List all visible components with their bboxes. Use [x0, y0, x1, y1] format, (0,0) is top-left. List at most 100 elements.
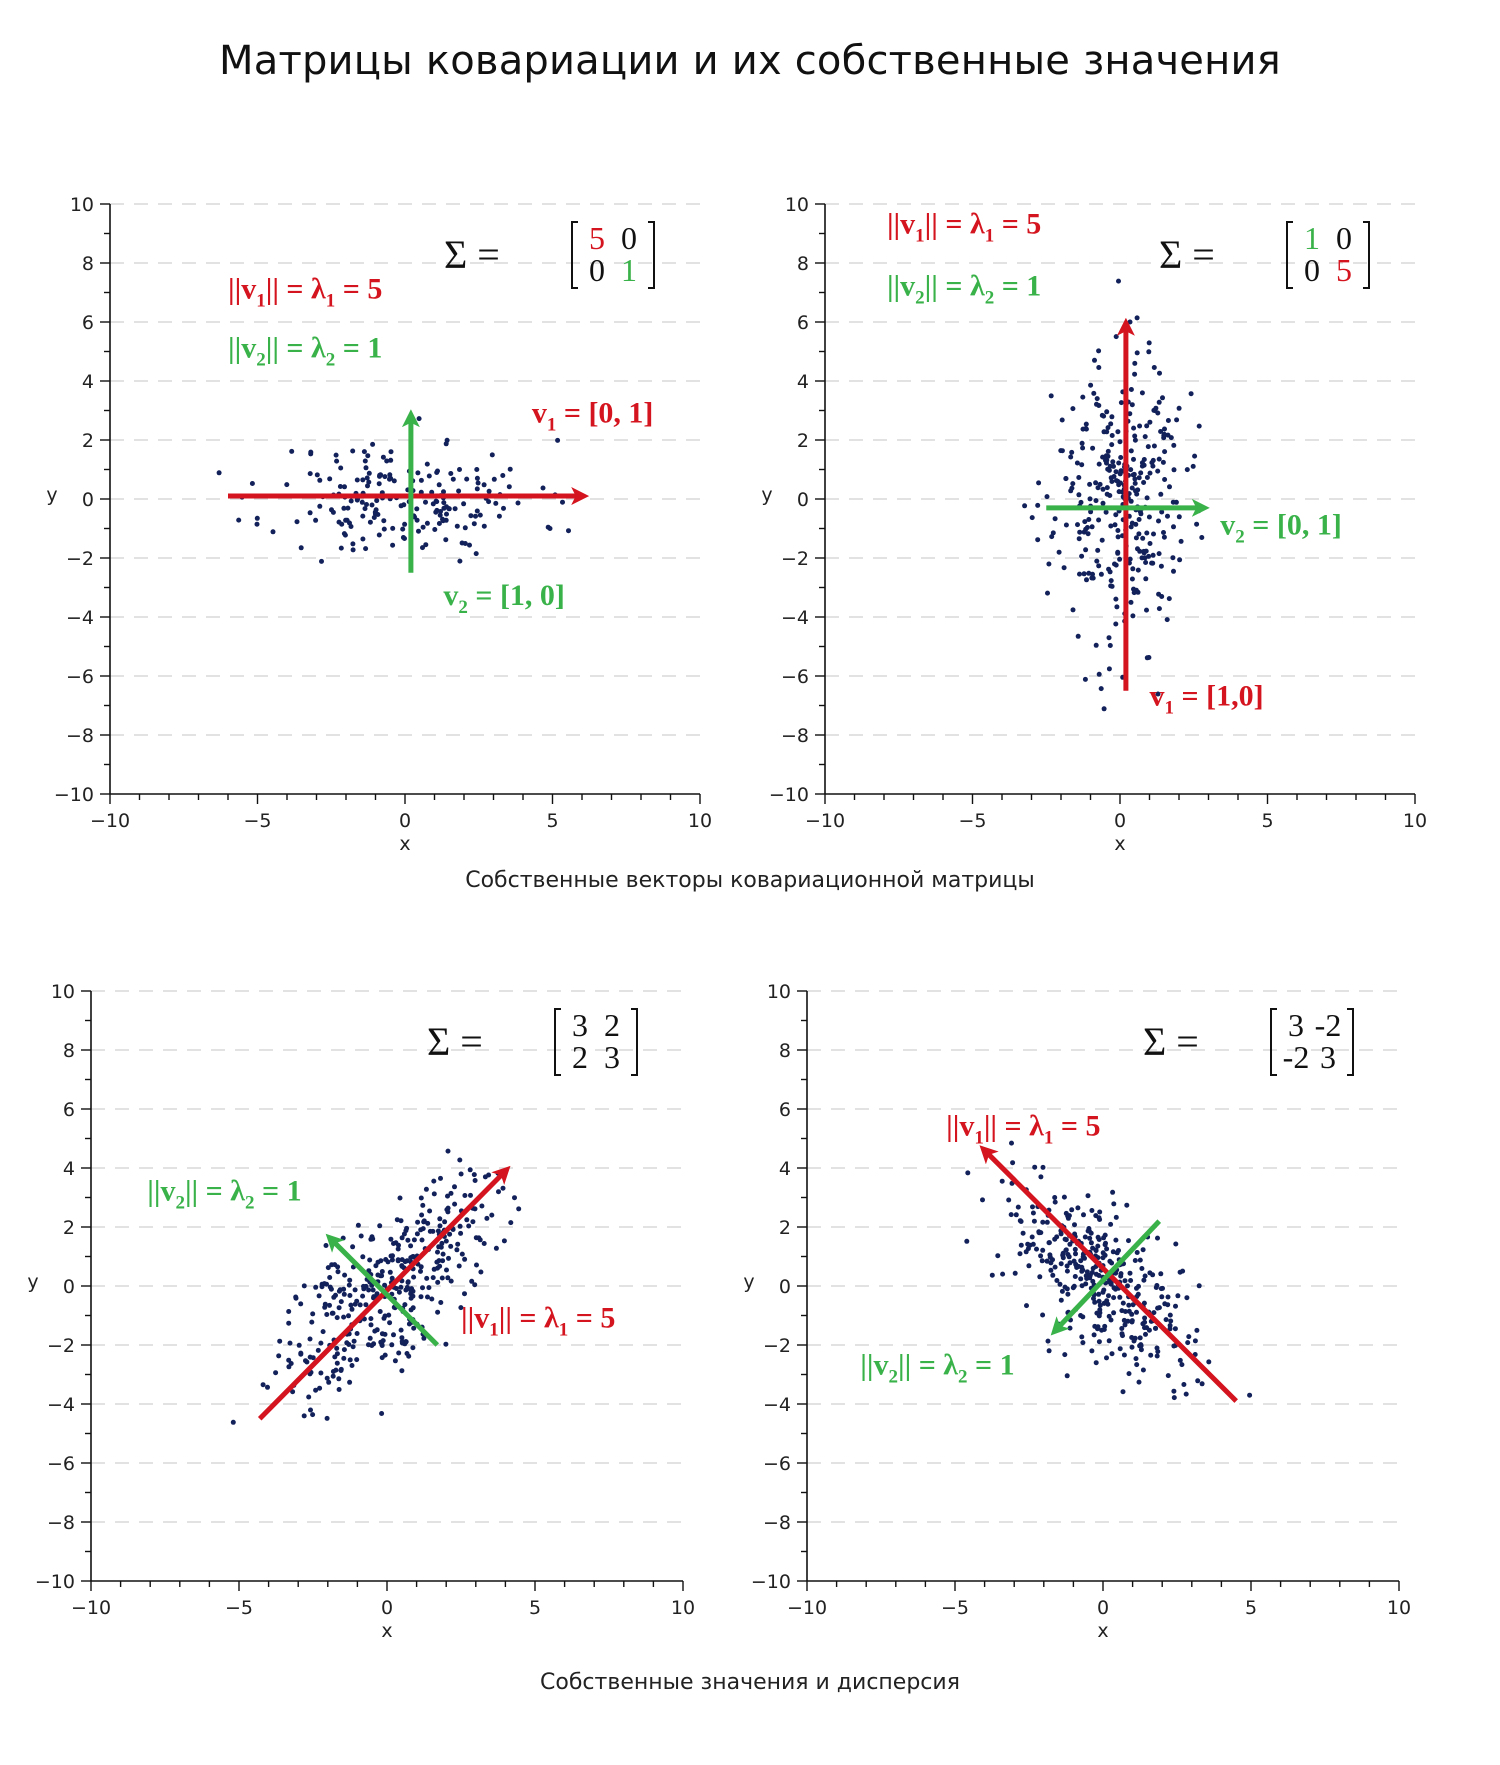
scatter-point	[415, 1219, 421, 1225]
scatter-point	[1079, 1334, 1085, 1340]
scatter-point	[1135, 546, 1140, 552]
matrix-cell: -2	[1315, 1007, 1342, 1043]
scatter-point	[277, 1338, 283, 1344]
scatter-point	[1057, 1281, 1063, 1287]
scatter-point	[1088, 1240, 1094, 1246]
scatter-point	[1162, 426, 1167, 432]
scatter-point	[348, 498, 354, 504]
scatter-point	[1115, 429, 1121, 435]
scatter-point	[1190, 463, 1196, 469]
scatter-point	[1138, 1347, 1144, 1353]
scatter-point	[436, 1258, 442, 1264]
scatter-point	[1173, 1303, 1178, 1309]
scatter-point	[286, 1357, 292, 1363]
x-axis-label: x	[1097, 1620, 1108, 1642]
scatter-point	[392, 1358, 398, 1364]
scatter-point	[1104, 1246, 1110, 1252]
scatter-point	[1088, 382, 1094, 388]
scatter-point	[336, 1305, 342, 1311]
scatter-point	[1134, 491, 1140, 497]
scatter-point	[391, 1241, 396, 1246]
y-tick-label: 2	[779, 1217, 791, 1239]
scatter-point	[1142, 1315, 1148, 1321]
scatter-point	[1161, 534, 1167, 540]
scatter-point	[418, 1227, 424, 1233]
scatter-point	[1137, 509, 1143, 515]
scatter-point	[430, 1275, 436, 1281]
scatter-point	[286, 1320, 292, 1326]
scatter-point	[1128, 467, 1134, 473]
scatter-point	[1094, 558, 1100, 564]
scatter-point	[1091, 390, 1097, 396]
scatter-point	[338, 1368, 344, 1373]
scatter-point	[1110, 1189, 1116, 1195]
scatter-point	[395, 1257, 401, 1263]
scatter-point	[432, 527, 438, 532]
y-tick-label: −10	[54, 784, 94, 806]
scatter-point	[1076, 492, 1082, 498]
matrix-cell: 3	[572, 1007, 588, 1043]
scatter-point	[1143, 576, 1149, 582]
scatter-point	[1144, 495, 1150, 501]
scatter-point	[1156, 456, 1162, 462]
matrix-cell: -2	[1283, 1039, 1310, 1075]
scatter-point	[1102, 1232, 1108, 1238]
scatter-point	[382, 1331, 388, 1337]
scatter-point	[307, 1354, 313, 1360]
scatter-point	[338, 545, 344, 551]
scatter-point	[1060, 1250, 1066, 1256]
caption-top: Собственные векторы ковариационной матри…	[465, 868, 1035, 893]
scatter-point	[414, 506, 420, 512]
scatter-point	[464, 1217, 470, 1223]
scatter-point	[445, 1148, 451, 1154]
scatter-point	[236, 517, 242, 523]
scatter-point	[379, 1343, 385, 1348]
scatter-point	[364, 475, 370, 481]
scatter-point	[1110, 1249, 1116, 1255]
scatter-point	[389, 1342, 395, 1348]
scatter-point	[341, 1347, 347, 1353]
y-tick-label: 10	[767, 981, 791, 1003]
scatter-point	[1050, 1272, 1056, 1278]
scatter-point	[333, 1367, 339, 1373]
x-tick-label: −10	[90, 810, 130, 832]
scatter-point	[1112, 561, 1117, 567]
scatter-point	[454, 1247, 460, 1253]
scatter-point	[1092, 357, 1097, 363]
x-axis-label: x	[399, 833, 410, 855]
scatter-point	[1147, 470, 1153, 476]
scatter-point	[334, 458, 340, 464]
scatter-point	[1052, 1195, 1058, 1200]
y-tick-label: −8	[66, 725, 94, 747]
scatter-point	[1025, 1241, 1031, 1247]
scatter-point	[1089, 524, 1095, 530]
scatter-point	[377, 1309, 383, 1314]
scatter-point	[1176, 514, 1182, 520]
scatter-point	[371, 515, 377, 520]
scatter-point	[1115, 528, 1121, 533]
scatter-point	[1155, 468, 1161, 474]
scatter-point	[474, 1262, 479, 1268]
scatter-point	[1083, 1281, 1089, 1287]
scatter-point	[434, 470, 440, 475]
scatter-point	[414, 517, 420, 523]
scatter-point	[1109, 442, 1115, 448]
sigma-label: Σ =	[1143, 1019, 1199, 1064]
scatter-point	[308, 1407, 313, 1413]
scatter-point	[1159, 1294, 1165, 1300]
y-tick-label: 8	[82, 253, 94, 275]
scatter-point	[1113, 596, 1119, 602]
scatter-point	[341, 531, 347, 537]
scatter-point	[1076, 1264, 1082, 1269]
scatter-point	[286, 1364, 292, 1370]
scatter-point	[473, 551, 479, 557]
scatter-point	[369, 1343, 375, 1348]
scatter-point	[462, 1256, 468, 1262]
scatter-point	[367, 519, 373, 525]
scatter-point	[334, 1315, 340, 1321]
scatter-point	[1092, 1323, 1098, 1329]
y-tick-label: 8	[63, 1040, 75, 1062]
scatter-point	[1039, 1258, 1045, 1264]
scatter-point	[1010, 1160, 1016, 1166]
scatter-point	[482, 1174, 488, 1180]
